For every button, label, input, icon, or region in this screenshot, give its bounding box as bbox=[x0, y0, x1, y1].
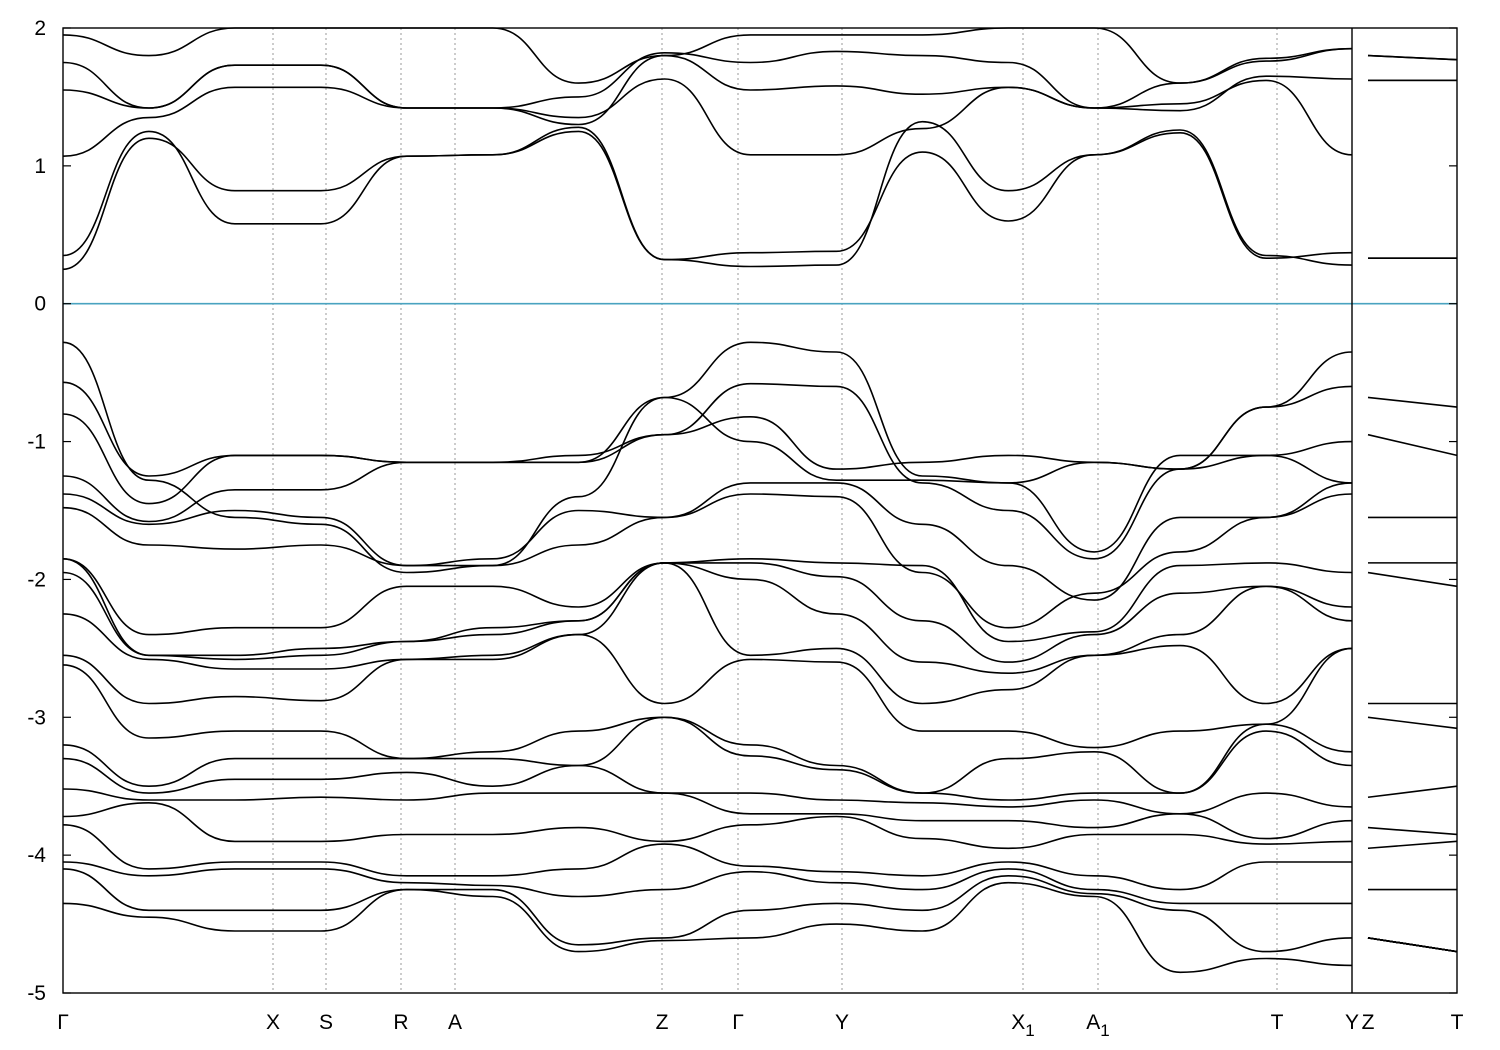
band-4-main bbox=[62, 47, 1353, 109]
ytick-label-4: -2 bbox=[27, 568, 46, 591]
xtick-label-11: Y bbox=[1345, 1011, 1359, 1034]
xtick-sub-8: 1 bbox=[1025, 1021, 1034, 1040]
high-symmetry-gridlines bbox=[272, 28, 1278, 993]
xtick-main-2: S bbox=[319, 1011, 333, 1034]
band-series bbox=[62, 27, 1458, 974]
ytick-label-7: -5 bbox=[27, 982, 46, 1005]
band-21-main bbox=[62, 802, 1353, 850]
band-12-main bbox=[62, 558, 1353, 643]
band-6-zt bbox=[1367, 396, 1458, 408]
x-axis-ticks: Γ X S R A Z Γ Y X1 A1 T Y Z T bbox=[57, 1011, 1463, 1040]
xtick-label-3: R bbox=[393, 1011, 408, 1034]
xtick-label-4: A bbox=[448, 1011, 462, 1034]
band-20-main bbox=[62, 788, 1353, 840]
band-24-main bbox=[62, 868, 1353, 953]
band-15-main bbox=[62, 562, 1353, 705]
ytick-label-1: 1 bbox=[34, 155, 46, 178]
xtick-sub-9: 1 bbox=[1100, 1021, 1109, 1040]
band-1-main bbox=[62, 120, 1353, 268]
xtick-main-12: Z bbox=[1362, 1011, 1375, 1034]
xtick-main-7: Y bbox=[835, 1011, 849, 1034]
band-17-main bbox=[62, 664, 1353, 794]
xtick-label-12: Z bbox=[1362, 1011, 1375, 1034]
xtick-label-9: A1 bbox=[1086, 1011, 1109, 1040]
xtick-label-7: Y bbox=[835, 1011, 849, 1034]
xtick-label-6: Γ bbox=[732, 1011, 744, 1034]
band-16-main bbox=[62, 633, 1353, 749]
band-10-zt bbox=[1367, 571, 1458, 588]
band-5-main bbox=[62, 27, 1353, 84]
band-11-main bbox=[62, 493, 1353, 629]
y-axis-ticks: 2 1 0 -1 -2 -3 -4 -5 bbox=[27, 17, 1457, 1005]
xtick-main-8: X bbox=[1011, 1011, 1025, 1034]
band-7-main bbox=[62, 381, 1353, 560]
band-22-main bbox=[62, 824, 1352, 891]
ytick-label-2: 0 bbox=[34, 293, 46, 316]
band-12-zt bbox=[1367, 716, 1458, 730]
xtick-label-2: S bbox=[319, 1011, 333, 1034]
xtick-main-4: A bbox=[448, 1011, 462, 1034]
band-18-main bbox=[62, 716, 1353, 801]
band-23-main bbox=[62, 861, 1352, 905]
xtick-label-13: T bbox=[1451, 1011, 1464, 1034]
frame-rect bbox=[62, 27, 1458, 994]
band-13-zt bbox=[1367, 785, 1458, 799]
xtick-main-13: T bbox=[1451, 1011, 1464, 1034]
xtick-label-0: Γ bbox=[57, 1011, 69, 1034]
band-25-zt bbox=[1367, 937, 1458, 953]
ytick-label-0: 2 bbox=[34, 17, 46, 40]
band-14-main bbox=[62, 562, 1353, 674]
band-25-main bbox=[62, 881, 1353, 974]
band-15-zt bbox=[1367, 840, 1458, 850]
ytick-label-6: -4 bbox=[27, 844, 46, 867]
band-6-main bbox=[62, 341, 1353, 574]
xtick-main-9: A bbox=[1086, 1011, 1100, 1034]
xtick-main-3: R bbox=[393, 1011, 408, 1034]
xtick-label-10: T bbox=[1271, 1011, 1284, 1034]
band-2-main bbox=[62, 78, 1353, 157]
xtick-main-6: Γ bbox=[732, 1011, 744, 1034]
band-10-main bbox=[62, 482, 1353, 601]
xtick-main-11: Y bbox=[1345, 1011, 1359, 1034]
band-0-main bbox=[62, 126, 1353, 271]
xtick-label-5: Z bbox=[656, 1011, 669, 1034]
xtick-main-10: T bbox=[1271, 1011, 1284, 1034]
xtick-main-5: Z bbox=[656, 1011, 669, 1034]
xtick-main-1: X bbox=[266, 1011, 280, 1034]
band-7-zt bbox=[1367, 433, 1458, 457]
plot-frame bbox=[62, 27, 1458, 994]
ytick-label-5: -3 bbox=[27, 706, 46, 729]
ytick-label-3: -1 bbox=[27, 431, 46, 454]
band-14-zt bbox=[1367, 826, 1458, 836]
band-19-main bbox=[62, 757, 1353, 815]
band-13-main bbox=[62, 558, 1353, 663]
band-9-main bbox=[62, 396, 1353, 553]
band-5-zt bbox=[1367, 54, 1458, 61]
band-8-main bbox=[62, 413, 1353, 505]
xtick-label-1: X bbox=[266, 1011, 280, 1034]
xtick-main-0: Γ bbox=[57, 1011, 69, 1034]
xtick-label-8: X1 bbox=[1011, 1011, 1034, 1040]
